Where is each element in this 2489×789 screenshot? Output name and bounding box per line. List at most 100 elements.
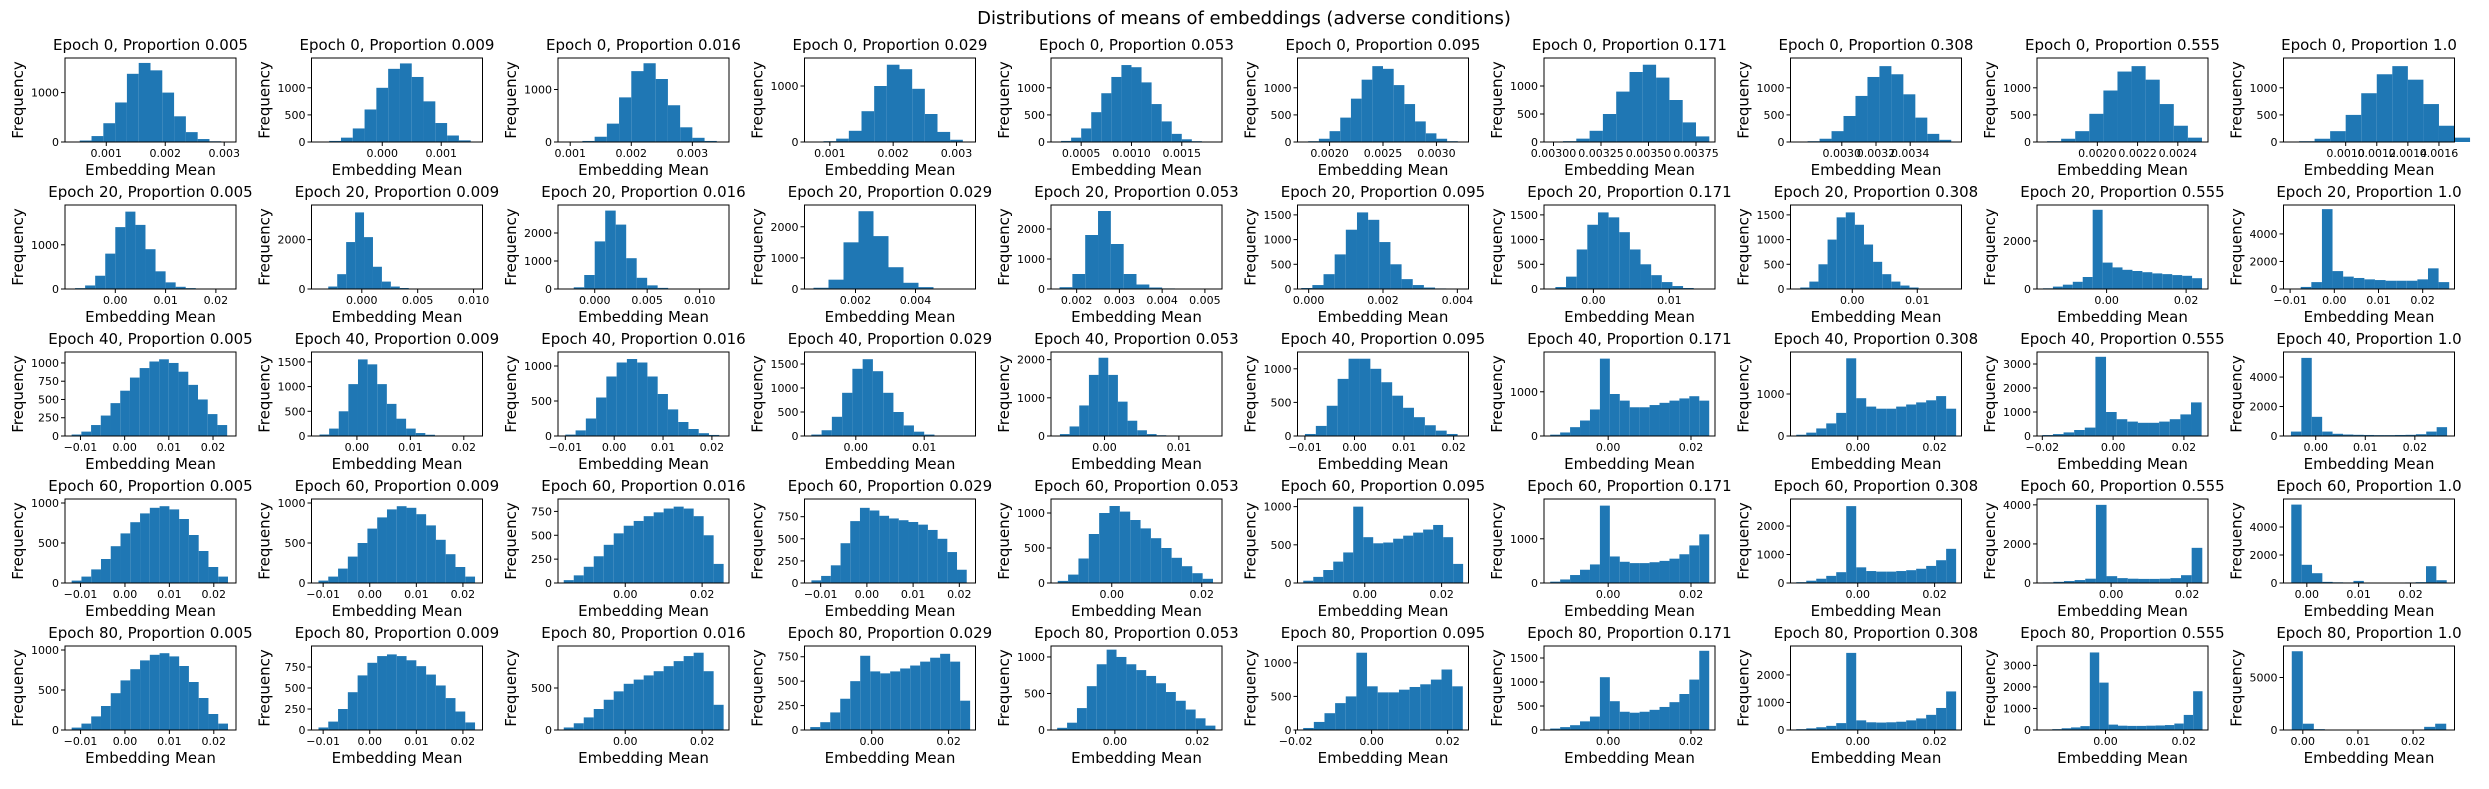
histogram-bar <box>643 675 654 730</box>
histogram-bar <box>643 63 656 142</box>
histogram-bar <box>1866 722 1877 730</box>
x-tick-label: 0.01 <box>2366 294 2391 307</box>
histogram-bar <box>2075 131 2090 142</box>
histogram-bar <box>1377 692 1389 730</box>
x-tick-label: 0.00 <box>2295 588 2320 601</box>
histogram-bar <box>1304 433 1316 436</box>
y-tick-label: 500 <box>1517 258 1538 271</box>
histogram-bar <box>1404 104 1416 142</box>
histogram-bar <box>110 693 121 730</box>
histogram-bar <box>913 431 925 436</box>
panel-title: Epoch 80, Proportion 0.005 <box>48 624 252 642</box>
y-tick-label: 500 <box>1024 109 1045 122</box>
histogram-bar <box>2159 104 2174 142</box>
x-tick-label: 0.010 <box>458 294 490 307</box>
x-tick-label: 0.000 <box>579 294 611 307</box>
histogram-bar <box>1116 656 1127 730</box>
histogram-bar <box>71 727 82 730</box>
axes-frame <box>311 204 483 290</box>
axes-frame <box>64 498 237 584</box>
histogram-bar <box>150 70 163 142</box>
y-tick-label: 250 <box>778 555 799 568</box>
panel-title: Epoch 60, Proportion 0.005 <box>48 477 252 495</box>
histogram-bar <box>1423 287 1436 289</box>
histogram-bar <box>633 679 644 730</box>
y-tick-label: 3000 <box>2003 358 2031 371</box>
histogram-bar <box>1324 713 1336 730</box>
histogram-bar <box>811 580 822 583</box>
histogram-bar <box>465 576 476 583</box>
histogram-bar <box>1156 683 1166 730</box>
histogram-bar <box>637 362 648 436</box>
histogram-bar <box>1866 406 1877 436</box>
histogram-bar <box>2385 280 2397 289</box>
x-tick-label: 0.0034 <box>1891 147 1930 160</box>
histogram-bar <box>1816 578 1827 583</box>
x-tick-label: 0.0020 <box>1310 147 1349 160</box>
y-tick-label: 0 <box>1038 577 1045 590</box>
histogram-bar <box>1696 136 1710 142</box>
y-axis-label: Frequency <box>1242 355 1260 433</box>
x-tick-label: −0.02 <box>2025 441 2059 454</box>
x-tick-label: 0.00 <box>859 735 884 748</box>
y-tick-label: 1000 <box>2003 406 2031 419</box>
histogram-bar <box>2085 578 2096 583</box>
histogram-bar <box>2395 434 2406 436</box>
y-tick-label: 0 <box>1285 724 1292 737</box>
histogram-bar <box>2095 356 2107 436</box>
y-tick-label: 0 <box>52 430 59 443</box>
histogram-bar <box>1367 686 1378 730</box>
histogram-bar <box>1903 94 1916 142</box>
histogram-bar <box>1936 396 1947 436</box>
histogram-bar <box>185 132 198 142</box>
histogram-bar <box>950 139 963 142</box>
y-tick-label: 2000 <box>2250 255 2278 268</box>
y-tick-label: 0 <box>2271 136 2278 149</box>
histogram-bar <box>1412 285 1424 289</box>
histogram-bar <box>91 716 101 730</box>
histogram-panel: Epoch 0, Proportion 0.009 0.000 0.001 0 500 1… <box>256 36 495 179</box>
axes-frame <box>1050 351 1223 437</box>
histogram-bar <box>1599 677 1610 730</box>
y-axis-label: Frequency <box>2228 502 2246 580</box>
panel-title: Epoch 60, Proportion 0.095 <box>1281 477 1485 495</box>
histogram-bar <box>386 509 397 583</box>
y-tick-label: 1500 <box>1510 209 1538 222</box>
histogram-bar <box>2301 564 2312 583</box>
y-tick-label: 1500 <box>1757 209 1785 222</box>
histogram-bar <box>1659 560 1670 583</box>
histogram-bar <box>2170 578 2182 583</box>
panel-title: Epoch 20, Proportion 0.308 <box>1774 183 1978 201</box>
x-axis-label: Embedding Mean <box>578 161 709 179</box>
histogram-bar <box>169 656 180 730</box>
histogram-bar <box>455 711 466 730</box>
axes-frame <box>1297 645 1469 731</box>
histogram-bar <box>1348 358 1360 436</box>
x-tick-label: 0.00 <box>1845 735 1870 748</box>
histogram-bar <box>2138 578 2150 583</box>
histogram-bar <box>406 660 417 730</box>
histogram-bar <box>1856 398 1867 436</box>
y-tick-label: 0 <box>52 283 59 296</box>
x-tick-label: 0.0016 <box>2420 147 2459 160</box>
histogram-bar <box>1916 718 1927 730</box>
histogram-panel: Epoch 80, Proportion 0.016 0.00 0.02 0 500 Em… <box>502 624 746 767</box>
histogram-bar <box>1669 100 1683 142</box>
histogram-bar <box>2405 434 2416 436</box>
histogram-panel: Epoch 0, Proportion 0.016 0.001 0.002 0.003… <box>502 36 741 179</box>
histogram-bar <box>821 430 832 436</box>
y-tick-label: 0 <box>2024 724 2031 737</box>
x-tick-label: 0.0010 <box>1112 147 1151 160</box>
histogram-bar <box>910 665 921 730</box>
x-tick-label: 0.000 <box>1293 294 1325 307</box>
histogram-bar <box>678 422 689 436</box>
histogram-bar <box>2363 434 2375 436</box>
histogram-bar <box>848 130 862 142</box>
x-tick-label: 0.02 <box>2172 441 2197 454</box>
y-tick-label: 1000 <box>1510 80 1538 93</box>
x-axis-label: Embedding Mean <box>2304 749 2435 767</box>
x-tick-label: 0.00 <box>113 735 138 748</box>
y-axis-label: Frequency <box>256 208 274 286</box>
histogram-bar <box>1806 580 1817 583</box>
y-tick-label: 0 <box>299 724 306 737</box>
